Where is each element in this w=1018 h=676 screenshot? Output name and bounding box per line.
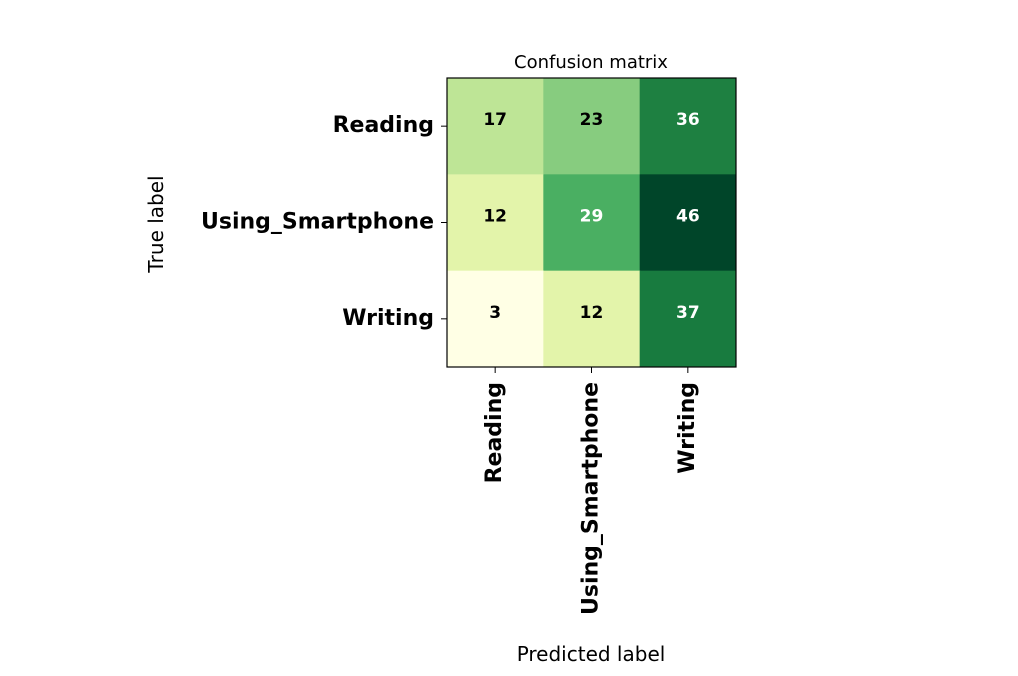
cell-value-label: 23 [580, 110, 604, 130]
heatmap-cell [447, 78, 544, 175]
x-tick-labels: Reading Using_Smartphone Writing [482, 382, 700, 615]
cell-value-label: 12 [483, 207, 507, 227]
x-axis-label: Predicted label [517, 642, 666, 666]
heatmap-cell [543, 270, 641, 368]
cell-value-label: 12 [580, 303, 604, 323]
cell-value-label: 37 [676, 303, 700, 323]
x-tick-label: Reading [482, 382, 507, 483]
heatmap-cell [639, 174, 737, 272]
heatmap-cell [543, 78, 641, 175]
y-tick-label: Reading [333, 113, 434, 138]
cell-value-label: 36 [676, 110, 700, 130]
cell-value-label: 29 [580, 207, 604, 227]
y-tick-labels: Reading Using_Smartphone Writing [201, 113, 434, 331]
heatmap-cell [543, 174, 641, 272]
chart-title: Confusion matrix [514, 52, 668, 73]
heatmap-cell [639, 78, 737, 175]
x-tick-label: Writing [675, 382, 700, 474]
heatmap-cell [639, 270, 737, 368]
heatmap-cell [447, 174, 544, 272]
cell-value-label: 3 [489, 303, 501, 323]
axis-ticks [441, 125, 689, 373]
x-tick-label: Using_Smartphone [579, 382, 604, 615]
heatmap-cells: 17 23 36 12 29 46 3 12 37 [447, 78, 737, 368]
heatmap-cell [447, 270, 544, 368]
y-axis-label: True label [144, 175, 168, 273]
cell-value-label: 46 [676, 207, 700, 227]
y-tick-label: Using_Smartphone [201, 210, 434, 235]
cell-value-label: 17 [483, 110, 507, 130]
y-tick-label: Writing [342, 306, 434, 331]
